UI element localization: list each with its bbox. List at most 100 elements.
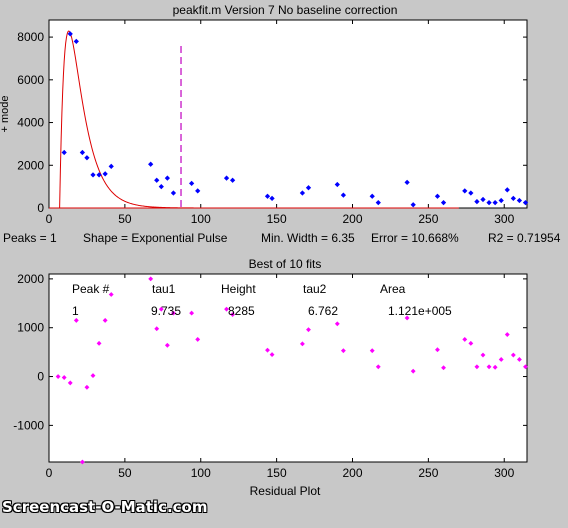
bottom-data-point (171, 310, 176, 316)
top-data-point (410, 202, 416, 208)
bottom-data-point (516, 357, 522, 362)
bottom-x-tick-label: 300 (494, 466, 514, 480)
top-data-point (61, 149, 67, 156)
bottom-data-point (498, 357, 504, 362)
bottom-y-tick-label: 1000 (17, 321, 44, 335)
bottom-x-tick-label: 50 (118, 466, 132, 480)
top-data-point (189, 180, 195, 187)
bottom-data-point (441, 365, 446, 371)
top-data-point (299, 190, 306, 196)
top-data-point (334, 181, 340, 188)
bottom-data-point (164, 342, 170, 348)
bottom-data-point (67, 380, 73, 386)
results-cell-area: 1.121e+005 (388, 304, 452, 318)
bottom-data-point (96, 340, 102, 346)
top-y-tick-label: 0 (37, 201, 44, 215)
bottom-data-point (61, 375, 67, 380)
bottom-x-axis-label: Residual Plot (250, 484, 321, 498)
bottom-chart-title: Best of 10 fits (249, 257, 322, 271)
results-cell-height: 8285 (228, 304, 255, 318)
bottom-data-point (148, 276, 154, 282)
bottom-data-point (154, 326, 160, 332)
results-cell-tau1: 9.735 (151, 304, 181, 318)
top-x-tick-label: 250 (418, 212, 438, 226)
bottom-data-point (340, 348, 346, 354)
bottom-data-point (158, 306, 164, 312)
status-min-width: Min. Width = 6.35 (261, 231, 355, 245)
bottom-data-point (73, 317, 79, 323)
status-r2: R2 = 0.71954 (488, 231, 561, 245)
top-x-tick-label: 300 (494, 212, 514, 226)
bottom-data-point (189, 310, 195, 316)
bottom-data-point (230, 312, 236, 317)
top-data-point (440, 200, 447, 206)
top-data-point (369, 193, 375, 199)
top-data-point (305, 185, 312, 191)
top-data-point (154, 177, 160, 183)
top-y-tick-label: 4000 (17, 116, 44, 130)
top-plot-content: 0 50 100 150 200 250 300 0 2000 4000 6000 8000 (17, 20, 529, 226)
top-data-point (90, 172, 96, 178)
top-data-point (96, 172, 102, 178)
bottom-x-tick-label: 150 (267, 466, 287, 480)
bottom-x-tick-label: 0 (46, 466, 53, 480)
top-x-tick-label: 150 (267, 212, 287, 226)
bottom-plot-area (48, 273, 528, 463)
results-cell-peak: 1 (72, 304, 79, 318)
bottom-data-point (410, 368, 416, 374)
bottom-data-point (480, 352, 486, 358)
bottom-data-point (269, 352, 275, 357)
bottom-data-point (510, 352, 516, 358)
top-data-point (468, 190, 474, 196)
bottom-data-point (474, 364, 480, 370)
bottom-data-point (334, 321, 340, 327)
bottom-data-point (90, 373, 96, 378)
bottom-data-point (435, 347, 440, 353)
bottom-y-tick-label: 0 (37, 370, 44, 384)
bottom-data-point (265, 347, 270, 353)
bottom-data-point (299, 341, 305, 347)
results-header-tau1: tau1 (152, 282, 176, 296)
screencast-watermark: Screencast-O-Matic.com (2, 498, 208, 516)
top-data-point (522, 200, 529, 206)
top-data-point (223, 175, 230, 181)
top-data-point (492, 200, 498, 206)
bottom-y-tick-label: 2000 (17, 272, 44, 286)
bottom-data-point (523, 364, 528, 370)
top-data-point (434, 193, 441, 199)
top-data-point (79, 149, 86, 156)
results-header-peak: Peak # (72, 282, 110, 296)
top-data-point (504, 187, 510, 193)
top-data-point (67, 31, 73, 37)
top-x-tick-label: 100 (191, 212, 211, 226)
bottom-x-tick-label: 250 (418, 466, 438, 480)
top-data-point (84, 155, 90, 161)
bottom-data-point (375, 364, 381, 370)
bottom-data-point (462, 337, 468, 342)
top-data-point (269, 195, 275, 202)
bottom-data-point (224, 306, 229, 312)
bottom-data-point (79, 459, 85, 465)
top-data-point (264, 193, 271, 199)
bottom-data-point (55, 374, 61, 379)
top-x-tick-label: 50 (118, 212, 132, 226)
results-header-area: Area (380, 282, 406, 296)
bottom-data-point (195, 337, 201, 342)
top-data-point (73, 38, 79, 44)
top-chart-title: peakfit.m Version 7 No baseline correcti… (173, 3, 398, 17)
bottom-data-point (108, 292, 114, 297)
results-header-tau2: tau2 (303, 282, 327, 296)
top-data-point (474, 198, 480, 205)
top-data-point (340, 192, 347, 198)
status-shape: Shape = Exponential Pulse (83, 231, 228, 245)
top-data-point (498, 197, 504, 204)
top-y-tick-label: 8000 (17, 30, 44, 44)
bottom-y-tick-label: -1000 (13, 418, 44, 432)
bottom-data-point (486, 364, 492, 370)
top-data-point (158, 184, 164, 190)
top-data-point (148, 161, 154, 167)
top-x-tick-label: 0 (46, 212, 53, 226)
fit-curve (59, 30, 459, 209)
top-data-point (102, 171, 108, 177)
